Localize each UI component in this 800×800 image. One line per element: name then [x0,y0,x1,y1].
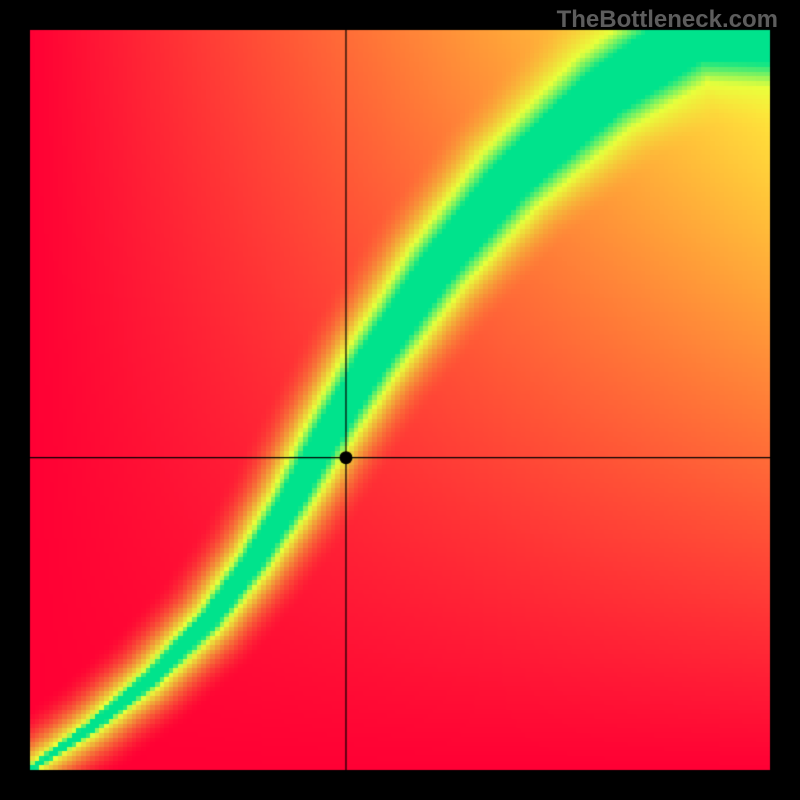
chart-root: { "watermark": { "text": "TheBottleneck.… [0,0,800,800]
bottleneck-heatmap [0,0,800,800]
watermark-text: TheBottleneck.com [557,6,778,34]
